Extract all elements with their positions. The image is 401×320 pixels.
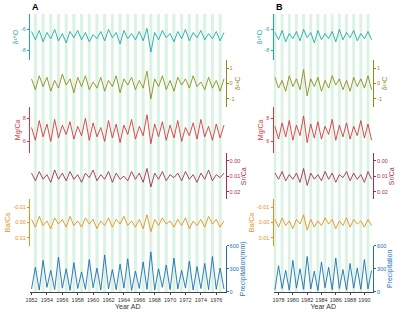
svg-text:Year AD: Year AD (115, 303, 140, 310)
svg-text:1: 1 (377, 65, 380, 71)
svg-text:-8: -8 (265, 47, 270, 53)
svg-text:1970: 1970 (164, 297, 176, 303)
svg-text:0.01: 0.01 (377, 173, 388, 179)
svg-text:1964: 1964 (118, 297, 130, 303)
svg-text:1968: 1968 (149, 297, 161, 303)
svg-text:Precipitation: Precipitation (386, 249, 394, 288)
svg-text:0: 0 (377, 289, 380, 295)
svg-text:-1: -1 (377, 96, 382, 102)
svg-text:1984: 1984 (315, 297, 327, 303)
svg-text:0.02: 0.02 (377, 189, 388, 195)
svg-text:8: 8 (23, 115, 26, 121)
svg-text:Sr/Ca: Sr/Ca (240, 167, 247, 185)
svg-text:0.00: 0.00 (377, 158, 388, 164)
svg-text:1954: 1954 (41, 297, 53, 303)
svg-text:6: 6 (23, 138, 26, 144)
svg-text:0.00: 0.00 (259, 219, 270, 225)
svg-text:Mg/Ca: Mg/Ca (257, 119, 265, 140)
svg-text:1966: 1966 (133, 297, 145, 303)
svg-text:1986: 1986 (330, 297, 342, 303)
svg-text:0.01: 0.01 (259, 235, 270, 241)
svg-text:8: 8 (266, 115, 269, 121)
svg-text:1972: 1972 (179, 297, 191, 303)
svg-text:0.00: 0.00 (230, 158, 241, 164)
svg-text:300: 300 (230, 266, 239, 272)
svg-text:δ¹³C: δ¹³C (381, 77, 388, 91)
svg-text:0: 0 (230, 289, 233, 295)
svg-text:0.00: 0.00 (15, 219, 26, 225)
svg-text:-0.01: -0.01 (257, 204, 270, 210)
svg-text:1982: 1982 (301, 297, 313, 303)
svg-text:1980: 1980 (287, 297, 299, 303)
svg-text:Year AD: Year AD (311, 303, 336, 310)
svg-text:1960: 1960 (87, 297, 99, 303)
svg-text:B: B (276, 2, 283, 12)
svg-text:1962: 1962 (102, 297, 114, 303)
svg-text:300: 300 (377, 266, 386, 272)
svg-text:1990: 1990 (358, 297, 370, 303)
svg-text:0.01: 0.01 (15, 235, 26, 241)
svg-text:-1: -1 (230, 96, 235, 102)
svg-text:-6: -6 (21, 26, 26, 32)
svg-text:A: A (32, 2, 39, 12)
svg-text:0.02: 0.02 (230, 189, 241, 195)
svg-text:-6: -6 (265, 26, 270, 32)
svg-text:Sr/Ca: Sr/Ca (388, 167, 395, 185)
svg-text:0: 0 (230, 80, 233, 86)
svg-text:6: 6 (266, 138, 269, 144)
svg-text:0.01: 0.01 (230, 173, 241, 179)
svg-text:δ¹⁸O: δ¹⁸O (256, 29, 263, 44)
svg-text:1988: 1988 (344, 297, 356, 303)
svg-text:1: 1 (230, 65, 233, 71)
svg-text:1976: 1976 (210, 297, 222, 303)
svg-text:Ba/Ca: Ba/Ca (248, 213, 255, 233)
svg-text:1956: 1956 (56, 297, 68, 303)
svg-text:600: 600 (230, 243, 239, 249)
svg-text:Ba/Ca: Ba/Ca (4, 213, 11, 233)
svg-text:-8: -8 (21, 47, 26, 53)
svg-text:1952: 1952 (25, 297, 37, 303)
svg-text:-0.01: -0.01 (13, 204, 26, 210)
svg-text:δ¹³C: δ¹³C (234, 77, 241, 91)
svg-text:δ¹⁸O: δ¹⁸O (12, 29, 19, 44)
svg-text:1958: 1958 (72, 297, 84, 303)
svg-text:Mg/Ca: Mg/Ca (14, 119, 22, 140)
svg-text:1974: 1974 (195, 297, 207, 303)
svg-text:1978: 1978 (272, 297, 284, 303)
svg-text:0: 0 (377, 80, 380, 86)
svg-text:Precipitation(mm): Precipitation(mm) (239, 241, 247, 296)
svg-text:600: 600 (377, 243, 386, 249)
